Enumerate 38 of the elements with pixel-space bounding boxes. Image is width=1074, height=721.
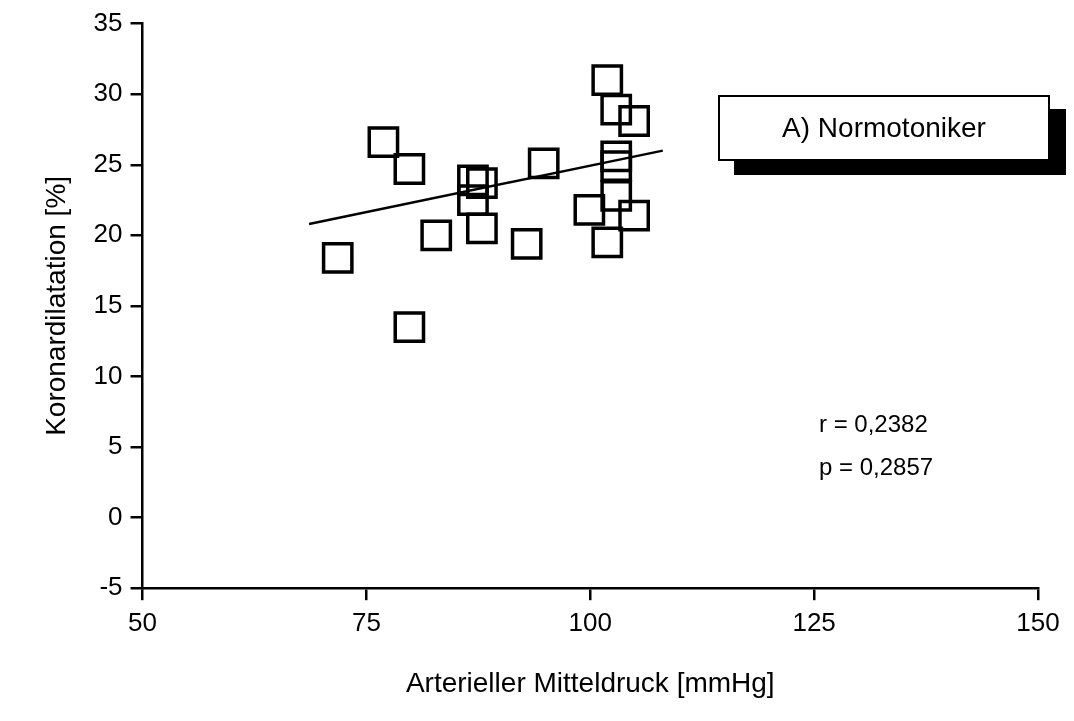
point xyxy=(457,184,489,216)
annotation: p = 0,2857 xyxy=(819,453,934,481)
point xyxy=(600,179,633,212)
x-tick-label: 100 xyxy=(568,606,612,637)
point xyxy=(600,93,633,126)
y-tick-label: 15 xyxy=(93,289,123,320)
point xyxy=(393,153,426,185)
point xyxy=(600,150,633,183)
point xyxy=(457,164,489,197)
point xyxy=(510,227,543,260)
point xyxy=(527,147,560,180)
point xyxy=(466,212,498,245)
point xyxy=(618,199,651,232)
x-tick-label: 125 xyxy=(792,606,836,637)
annotation: r = 0,2382 xyxy=(819,410,928,438)
y-tick-label: -5 xyxy=(99,571,123,602)
x-axis-title: Arterieller Mitteldruck [mmHg] xyxy=(405,666,775,698)
point xyxy=(591,226,624,259)
point xyxy=(367,126,400,159)
y-tick-label: 20 xyxy=(93,218,123,249)
point xyxy=(321,242,354,274)
point xyxy=(591,64,624,96)
point xyxy=(573,194,606,226)
y-tick-label: 5 xyxy=(108,430,123,461)
point xyxy=(600,140,633,173)
y-axis-title: Koronardilatation [%] xyxy=(39,175,71,436)
point xyxy=(420,219,453,252)
x-tick-label: 50 xyxy=(128,606,157,637)
point xyxy=(466,167,498,199)
y-tick-label: 30 xyxy=(93,77,123,108)
point xyxy=(393,311,426,343)
y-tick-label: 0 xyxy=(108,500,123,531)
y-tick-label: 25 xyxy=(93,147,123,178)
point xyxy=(618,105,651,137)
y-tick-label: 35 xyxy=(93,6,123,37)
x-tick-label: 150 xyxy=(1016,606,1060,637)
x-tick-label: 75 xyxy=(351,606,381,637)
y-tick-label: 10 xyxy=(93,359,123,390)
